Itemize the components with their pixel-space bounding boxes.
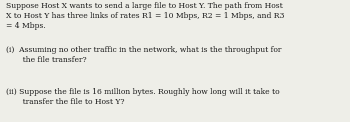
Text: (ii) Suppose the file is 16 million bytes. Roughly how long will it take to
    : (ii) Suppose the file is 16 million byte…	[6, 88, 280, 106]
Text: Suppose Host X wants to send a large file to Host Y. The path from Host
X to Hos: Suppose Host X wants to send a large fil…	[6, 2, 285, 30]
Text: (i)  Assuming no other traffic in the network, what is the throughput for
      : (i) Assuming no other traffic in the net…	[6, 46, 282, 64]
